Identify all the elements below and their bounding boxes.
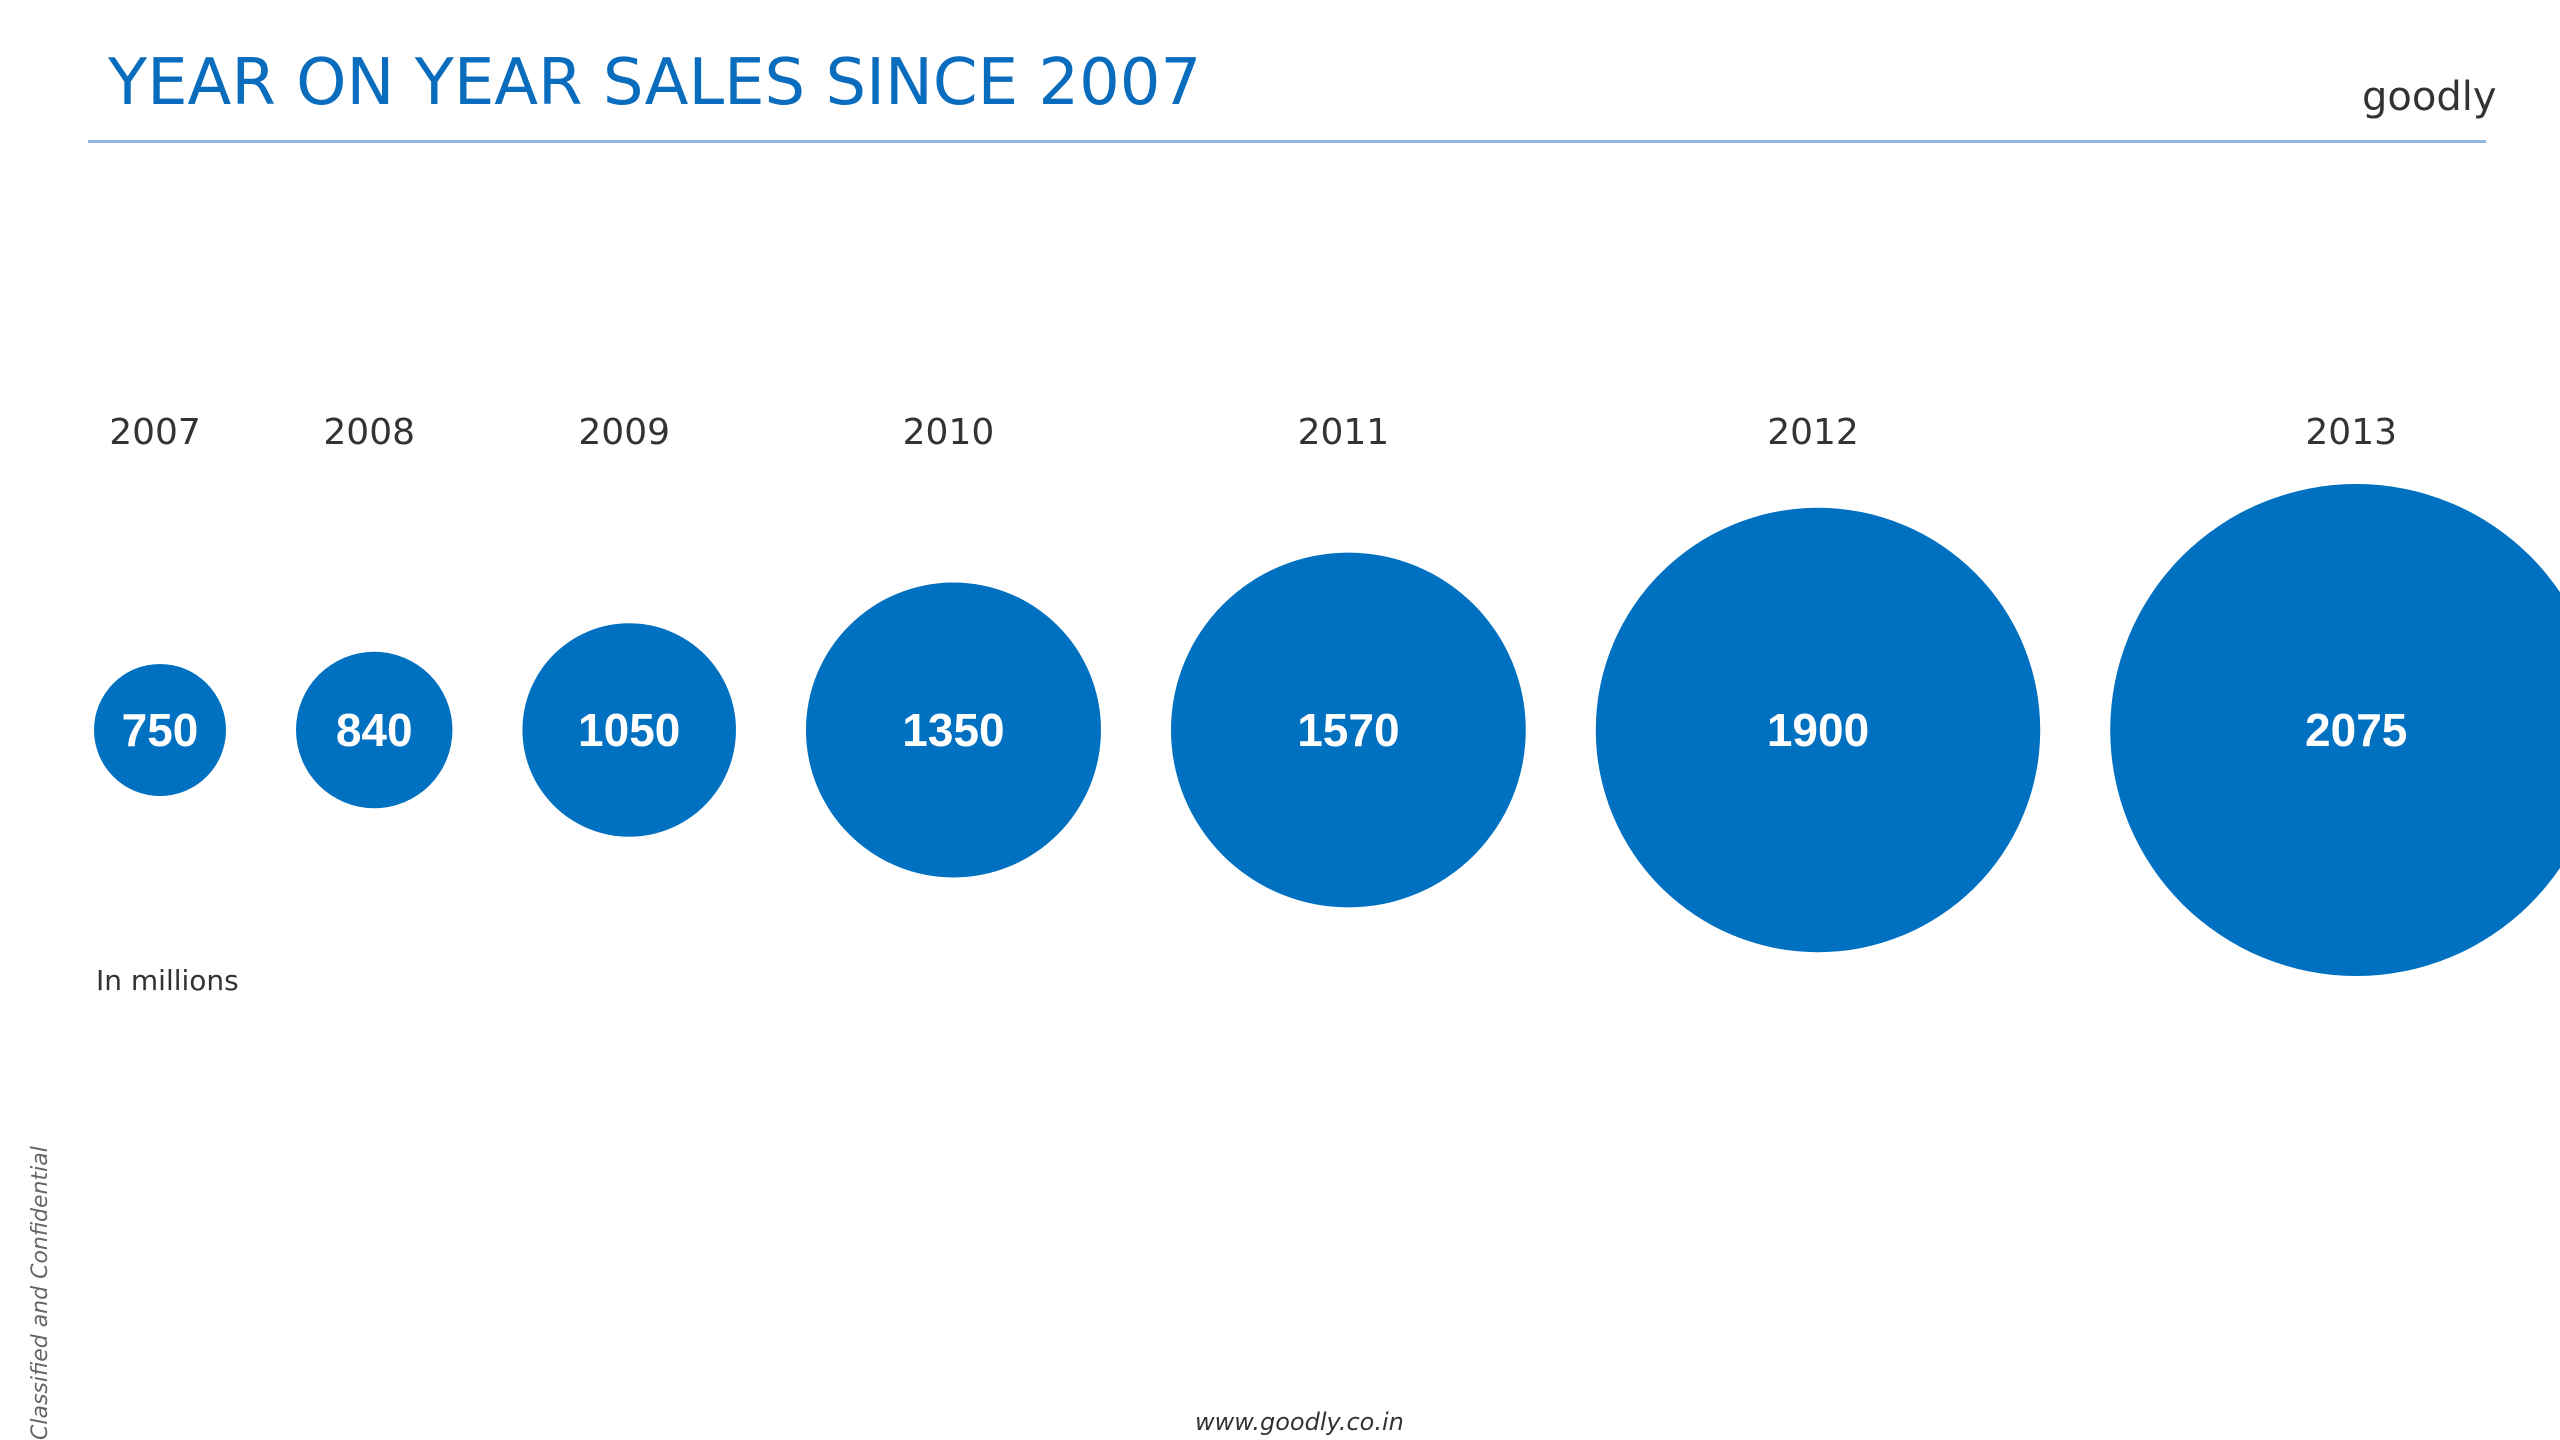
bubble-2010 <box>805 582 1101 878</box>
page-title: YEAR ON YEAR SALES SINCE 2007 <box>108 46 1202 120</box>
unit-note: In millions <box>96 964 239 997</box>
bubble-2011 <box>1170 552 1526 908</box>
value-label-2013: 2075 <box>2305 704 2407 756</box>
year-label-2007: 2007 <box>109 412 201 453</box>
bubble-2007 <box>94 664 226 796</box>
year-label-2010: 2010 <box>903 412 995 453</box>
value-label-2012: 1900 <box>1767 704 1869 756</box>
year-label-2013: 2013 <box>2305 412 2397 453</box>
value-label-2009: 1050 <box>578 704 680 756</box>
year-label-2009: 2009 <box>578 412 670 453</box>
bubble-2012 <box>1595 507 2041 953</box>
brand-logo: goodly <box>2362 74 2497 120</box>
footer-url[interactable]: www.goodly.co.in <box>1195 1408 1404 1436</box>
value-label-2008: 840 <box>336 704 413 756</box>
value-label-2010: 1350 <box>902 704 1004 756</box>
confidential-note: Classified and Confidential <box>28 1146 53 1440</box>
bubble-2009 <box>522 623 736 837</box>
title-divider <box>88 140 2486 143</box>
bubble-2008 <box>296 651 453 809</box>
year-label-2012: 2012 <box>1767 412 1859 453</box>
value-label-2011: 1570 <box>1297 704 1399 756</box>
year-label-2008: 2008 <box>323 412 415 453</box>
year-label-2011: 2011 <box>1298 412 1390 453</box>
value-label-2007: 750 <box>122 704 199 756</box>
bubble-2013 <box>2110 484 2560 976</box>
